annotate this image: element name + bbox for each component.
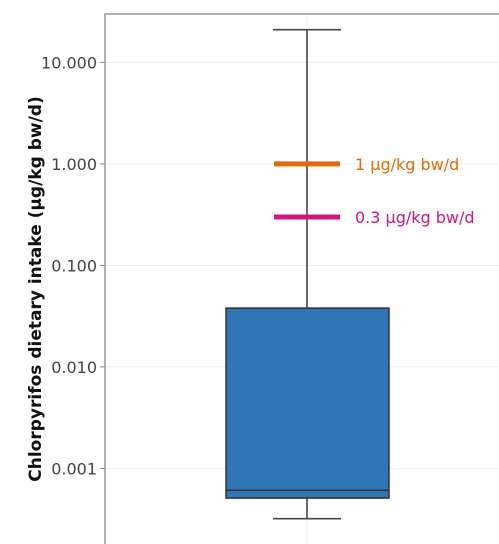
reference-line-label: 1 µg/kg bw/d (355, 155, 459, 174)
y-tick-label: 0.010 (51, 358, 97, 377)
y-tick-label: 10.000 (41, 53, 97, 72)
reference-line-label: 0.3 µg/kg bw/d (355, 208, 475, 227)
plot-frame (104, 13, 499, 544)
y-tick-label: 0.100 (51, 256, 97, 275)
y-tick-label: 0.001 (51, 459, 97, 478)
reference-lines: 1 µg/kg bw/d 0.3 µg/kg bw/d (274, 155, 475, 227)
y-axis-ticks: 10.000 1.000 0.100 0.010 0.001 (41, 53, 105, 478)
y-axis-label: Chlorpyrifos dietary intake (µg/kg bw/d) (26, 96, 46, 481)
y-tick-label: 1.000 (51, 155, 97, 174)
box-iqr (225, 307, 390, 499)
